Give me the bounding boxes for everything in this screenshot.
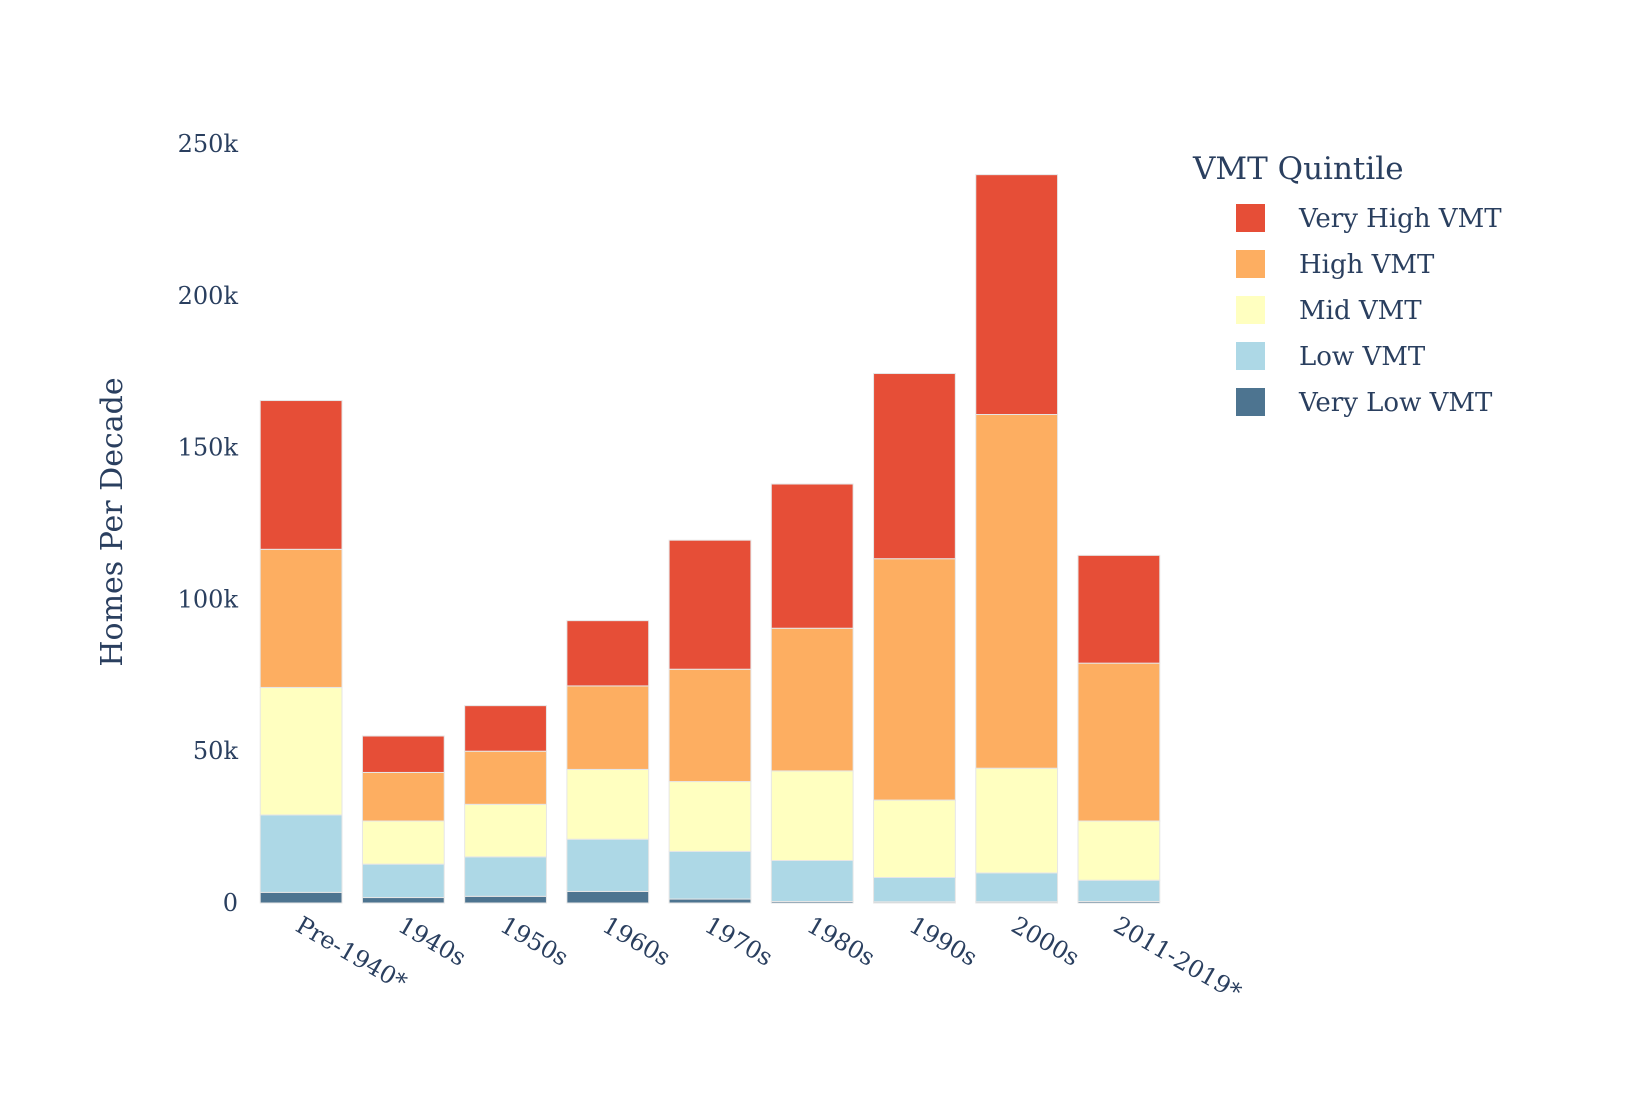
- legend-swatch-low-vmt: [1236, 342, 1265, 370]
- x-tick-label: 1970s: [700, 911, 778, 972]
- x-tick-label: 2000s: [1007, 911, 1085, 972]
- bar-very-high-vmt-1970s: [668, 539, 752, 670]
- bar-low-vmt-1940s: [361, 863, 445, 899]
- bar-high-vmt-1990s: [873, 558, 956, 801]
- legend-label: High VMT: [1299, 250, 1435, 280]
- bar-low-vmt-1960s: [566, 838, 650, 892]
- bar-mid-vmt-1940s: [361, 820, 445, 865]
- bars: [259, 174, 1161, 904]
- y-tick-label: 100k: [178, 585, 239, 613]
- x-tick-label: 1990s: [904, 911, 982, 972]
- legend-swatch-very-high-vmt: [1236, 204, 1265, 232]
- bar-very-high-vmt-2011-2019-: [1077, 554, 1161, 664]
- legend-label: Very High VMT: [1298, 204, 1502, 234]
- legend: VMT Quintile Very High VMT High VMT Mid VM…: [1192, 151, 1502, 418]
- bar-high-vmt-1970s: [668, 668, 752, 783]
- bar-very-high-vmt-1990s: [873, 373, 956, 560]
- bar-high-vmt-pre-1940-: [259, 548, 343, 688]
- bar-mid-vmt-pre-1940-: [259, 686, 343, 816]
- bar-very-high-vmt-pre-1940-: [259, 400, 343, 550]
- bar-very-high-vmt-1960s: [566, 620, 650, 687]
- y-tick-label: 150k: [178, 434, 239, 462]
- bar-very-high-vmt-1980s: [770, 483, 854, 629]
- bar-low-vmt-pre-1940-: [259, 814, 343, 893]
- y-tick-label: 50k: [193, 737, 239, 765]
- bar-low-vmt-1980s: [770, 859, 854, 902]
- bar-very-low-vmt-1960s: [566, 890, 650, 904]
- y-axis-title: Homes Per Decade: [95, 377, 130, 666]
- bar-mid-vmt-1950s: [464, 803, 547, 858]
- bar-very-low-vmt-1940s: [361, 897, 445, 904]
- bar-mid-vmt-1980s: [770, 770, 854, 861]
- bar-very-high-vmt-1940s: [361, 735, 445, 773]
- bar-very-low-vmt-1970s: [668, 898, 752, 904]
- x-tick-label: 1940s: [393, 911, 471, 972]
- bar-low-vmt-1950s: [464, 856, 547, 897]
- y-tick-label: 200k: [178, 282, 239, 310]
- y-tick-label: 250k: [178, 130, 239, 158]
- bar-very-low-vmt-pre-1940-: [259, 891, 343, 904]
- legend-label: Low VMT: [1299, 342, 1426, 372]
- legend-label: Very Low VMT: [1298, 388, 1493, 418]
- legend-swatch-mid-vmt: [1236, 296, 1265, 324]
- legend-label: Mid VMT: [1299, 296, 1422, 326]
- bar-high-vmt-1950s: [464, 750, 547, 805]
- bar-low-vmt-1990s: [873, 876, 956, 903]
- bar-low-vmt-2000s: [975, 872, 1059, 903]
- bar-high-vmt-1940s: [361, 771, 445, 822]
- bar-very-high-vmt-1950s: [464, 705, 547, 752]
- bar-mid-vmt-1960s: [566, 768, 650, 840]
- bar-mid-vmt-1990s: [873, 799, 956, 878]
- bar-high-vmt-2000s: [975, 414, 1059, 769]
- x-tick-label: 1980s: [802, 911, 880, 972]
- bar-mid-vmt-2000s: [975, 767, 1059, 874]
- x-tick-label: 1950s: [496, 911, 574, 972]
- legend-title: VMT Quintile: [1192, 151, 1404, 187]
- bar-low-vmt-1970s: [668, 850, 752, 900]
- x-axis-ticks: Pre-1940*1940s 1950s 1960s 1970s 1980s 1990s 2…: [291, 911, 1246, 1006]
- x-tick-label: Pre-1940*: [291, 911, 412, 997]
- bar-very-low-vmt-1950s: [464, 895, 547, 904]
- legend-swatch-high-vmt: [1236, 250, 1265, 278]
- y-tick-label: 0: [223, 889, 238, 917]
- bar-mid-vmt-1970s: [668, 781, 752, 852]
- bar-very-high-vmt-2000s: [975, 174, 1059, 416]
- bar-low-vmt-2011-2019-: [1077, 879, 1161, 902]
- bar-high-vmt-2011-2019-: [1077, 662, 1161, 822]
- bar-high-vmt-1980s: [770, 627, 854, 772]
- x-tick-label: 1960s: [598, 911, 676, 972]
- bar-high-vmt-1960s: [566, 685, 650, 770]
- x-tick-label: 2011-2019*: [1109, 911, 1246, 1006]
- legend-swatch-very-low-vmt: [1236, 388, 1265, 416]
- y-axis-ticks: 0 50k 100k 150k 200k 250k: [178, 130, 239, 917]
- bar-mid-vmt-2011-2019-: [1077, 820, 1161, 881]
